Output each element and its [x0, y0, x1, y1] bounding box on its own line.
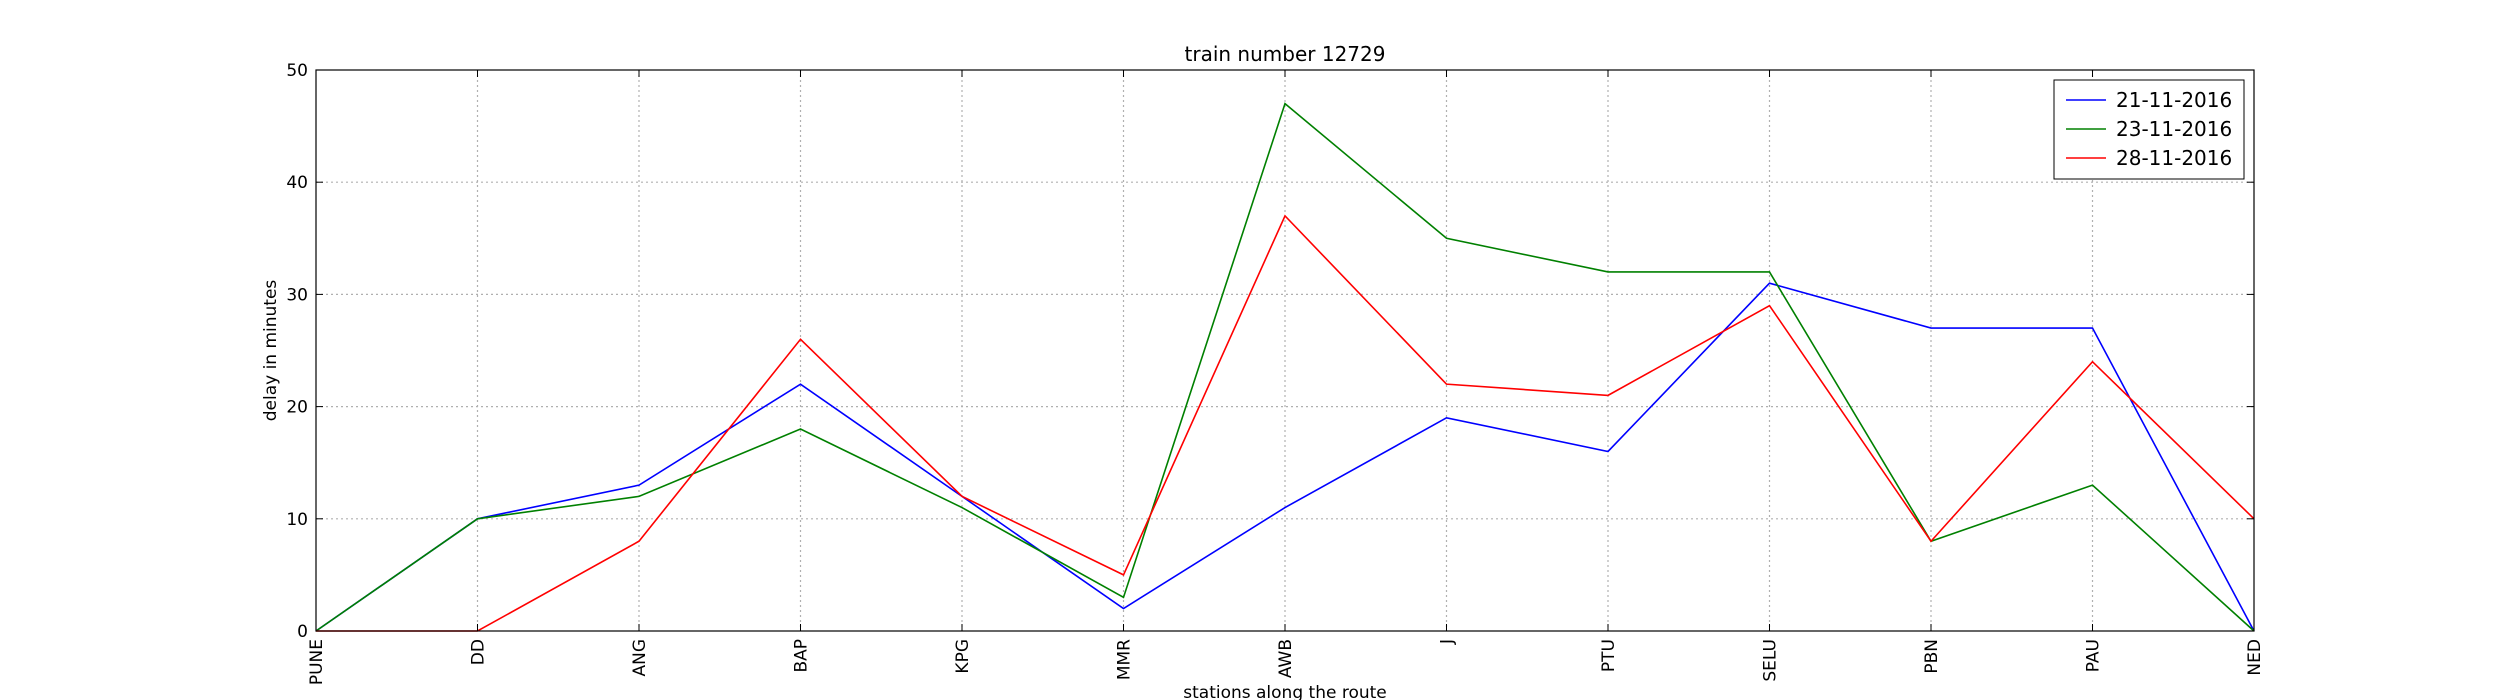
x-tick-label: ANG [630, 639, 650, 677]
x-tick-label: PAU [2084, 639, 2104, 672]
legend-label: 28-11-2016 [2116, 146, 2232, 170]
y-tick-label: 30 [286, 285, 308, 305]
y-tick-label: 0 [297, 622, 308, 642]
x-tick-label: AWB [1276, 639, 1296, 678]
x-tick-label: NED [2245, 639, 2265, 676]
x-tick-label: PUNE [307, 639, 327, 685]
x-tick-label: MMR [1115, 639, 1135, 680]
x-tick-label: PBN [1922, 639, 1942, 674]
series-layer [315, 102, 2255, 632]
series-line [316, 214, 2255, 632]
x-ticks: PUNE DD ANG BAP KPG MMR AWB J PTU SELU PBN PAU NED [307, 70, 2265, 685]
legend-label: 23-11-2016 [2116, 117, 2232, 141]
legend-label: 21-11-2016 [2116, 88, 2232, 112]
y-tick-label: 10 [286, 510, 308, 530]
x-tick-label: BAP [792, 639, 812, 673]
y-ticks: 0 10 20 30 40 50 [286, 61, 2254, 642]
series-line [315, 282, 2255, 632]
x-tick-label: SELU [1761, 639, 1781, 682]
x-tick-label: KPG [953, 639, 973, 674]
y-tick-label: 40 [286, 173, 308, 193]
x-tick-label: DD [469, 639, 489, 665]
legend: 21-11-2016 23-11-2016 28-11-2016 [2053, 79, 2245, 180]
x-tick-label: J [1438, 639, 1458, 645]
y-tick-label: 20 [286, 398, 308, 418]
y-axis-label: delay in minutes [261, 280, 281, 422]
grid-layer [316, 70, 2254, 631]
x-tick-label: PTU [1599, 639, 1619, 672]
y-tick-label: 50 [286, 61, 308, 81]
chart-title: train number 12729 [1185, 42, 1386, 66]
x-axis-label: stations along the route [1183, 683, 1387, 700]
